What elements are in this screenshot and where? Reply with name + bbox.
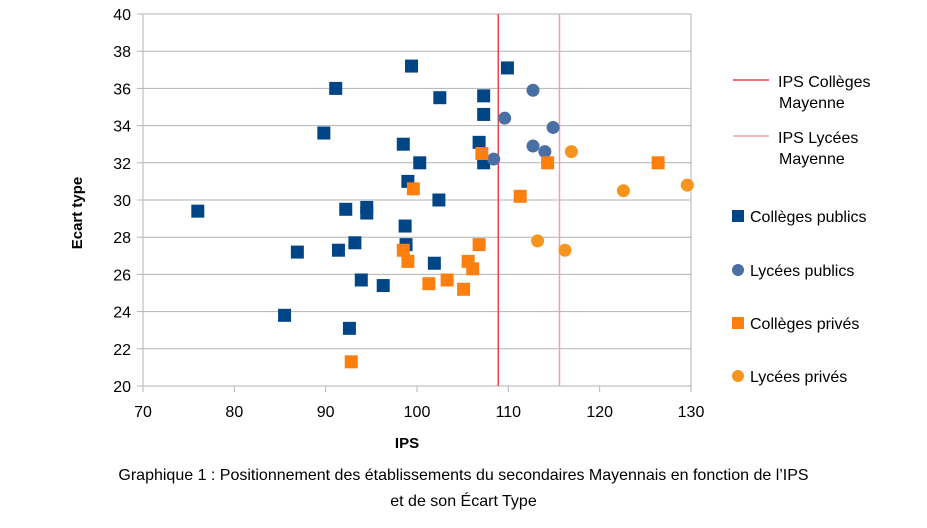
y-tick-label: 22 — [113, 342, 131, 359]
data-point-square — [331, 243, 345, 257]
y-tick-label: 32 — [113, 156, 131, 173]
legend-square-swatch — [732, 317, 744, 329]
y-tick-label: 28 — [113, 230, 131, 247]
data-point-square — [651, 156, 665, 170]
y-tick-label: 36 — [113, 81, 131, 98]
axes: 20 22 24 26 28 30 32 34 36 38 40 70 80 90 100 110 120 130 — [113, 7, 704, 421]
legend-label: Lycées publics — [750, 263, 854, 280]
data-point-square — [360, 206, 374, 220]
data-point-square — [433, 91, 447, 105]
data-point-circle — [487, 152, 501, 166]
data-point-circle — [538, 145, 552, 159]
reference-lines — [497, 14, 561, 386]
grid-lines — [143, 13, 691, 387]
y-axis-label: Ecart type — [69, 177, 86, 250]
legend-label: Mayenne — [779, 151, 845, 168]
data-point-circle — [616, 184, 630, 198]
legend: IPS Collèges Mayenne IPS Lycées Mayenne Coll… — [732, 74, 871, 386]
data-point-circle — [546, 120, 560, 134]
data-point-square — [472, 238, 486, 252]
data-point-square — [406, 182, 420, 196]
caption-line-2: et de son Écart Type — [390, 493, 537, 510]
data-point-circle — [526, 83, 540, 97]
data-point-square — [466, 262, 480, 276]
x-tick-label: 120 — [586, 404, 613, 421]
data-point-circle — [526, 139, 540, 153]
data-point-circle — [564, 145, 578, 159]
data-point-square — [477, 107, 491, 121]
caption-line-1: Graphique 1 : Positionnement des établis… — [118, 467, 809, 484]
data-point-circle — [558, 243, 572, 257]
legend-label: Mayenne — [779, 95, 845, 112]
x-tick-label: 80 — [225, 404, 243, 421]
data-point-square — [432, 193, 446, 207]
data-point-square — [401, 254, 415, 268]
data-points — [191, 59, 694, 369]
legend-square-swatch — [732, 210, 744, 222]
data-point-square — [342, 321, 356, 335]
data-point-square — [344, 355, 358, 369]
legend-label: Collèges publics — [750, 209, 867, 226]
data-point-square — [317, 126, 331, 140]
y-tick-label: 30 — [113, 193, 131, 210]
data-point-square — [500, 61, 514, 75]
x-tick-label: 110 — [496, 404, 522, 421]
data-point-square — [278, 308, 292, 322]
data-point-square — [427, 256, 441, 270]
x-tick-label: 100 — [404, 404, 431, 421]
y-tick-label: 40 — [113, 7, 131, 24]
data-point-square — [354, 273, 368, 287]
data-point-square — [472, 135, 486, 149]
x-axis-label: IPS — [395, 435, 419, 452]
legend-label: IPS Collèges — [778, 74, 871, 91]
x-tick-label: 90 — [317, 404, 335, 421]
data-point-square — [477, 89, 491, 103]
y-tick-label: 20 — [113, 379, 131, 396]
data-point-square — [398, 219, 412, 233]
data-point-square — [348, 236, 362, 250]
legend-circle-swatch — [732, 264, 744, 276]
data-point-square — [396, 137, 410, 151]
legend-label: Collèges privés — [750, 316, 859, 333]
data-point-square — [475, 147, 489, 160]
data-point-square — [440, 273, 454, 287]
data-point-circle — [531, 234, 545, 248]
y-tick-label: 26 — [113, 267, 131, 284]
y-tick-label: 38 — [113, 44, 131, 61]
data-point-square — [457, 282, 471, 296]
data-point-square — [376, 279, 390, 293]
data-point-square — [329, 81, 343, 95]
data-point-square — [422, 277, 436, 291]
data-point-square — [405, 59, 419, 73]
data-point-square — [396, 243, 410, 257]
data-point-square — [513, 189, 527, 203]
data-point-circle — [680, 178, 694, 192]
data-point-square — [413, 156, 427, 170]
legend-label: Lycées privés — [750, 369, 847, 386]
data-point-square — [191, 204, 205, 218]
data-point-square — [541, 156, 555, 170]
y-tick-label: 24 — [113, 305, 131, 322]
legend-circle-swatch — [732, 370, 744, 382]
y-tick-label: 34 — [113, 119, 131, 136]
x-tick-label: 70 — [134, 404, 152, 421]
legend-label: IPS Lycées — [778, 130, 858, 147]
data-point-circle — [498, 111, 512, 125]
data-point-square — [339, 202, 353, 216]
data-point-square — [290, 245, 304, 259]
x-tick-label: 130 — [678, 404, 705, 421]
